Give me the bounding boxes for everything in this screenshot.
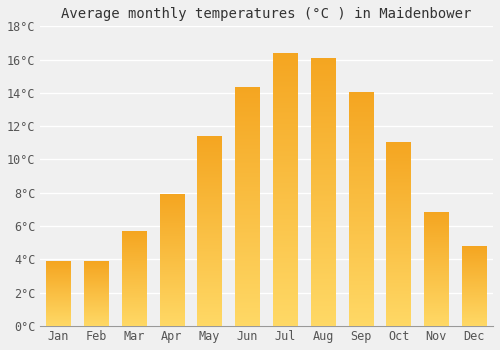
Title: Average monthly temperatures (°C ) in Maidenbower: Average monthly temperatures (°C ) in Ma…: [61, 7, 472, 21]
